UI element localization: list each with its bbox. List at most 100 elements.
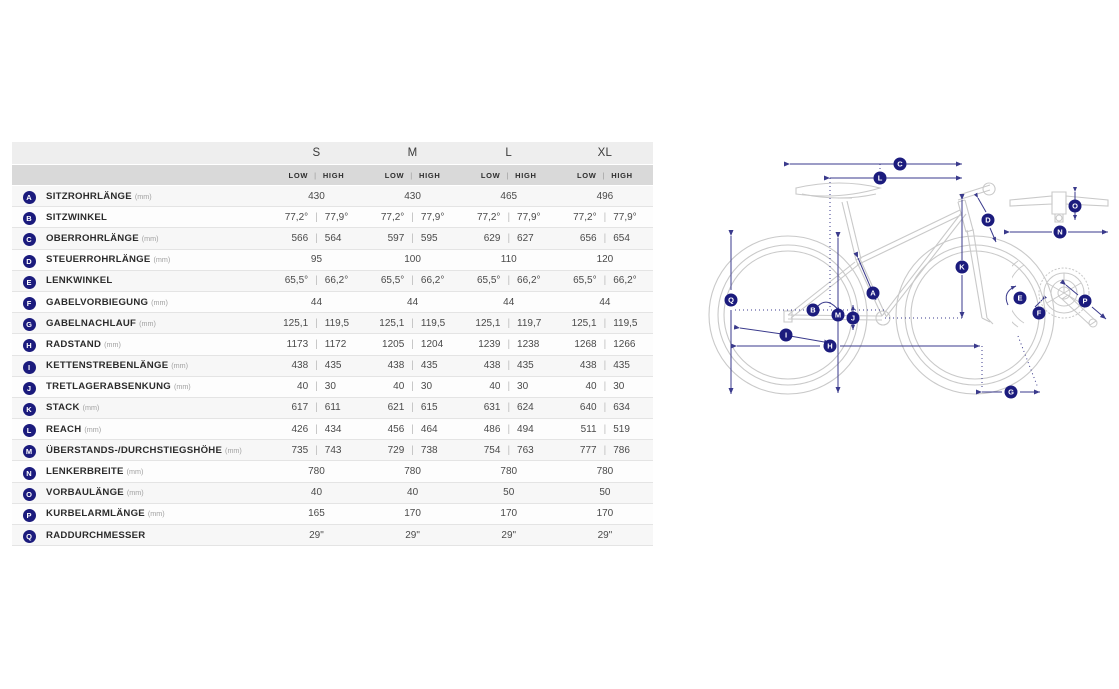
- value-cell: 465: [460, 184, 557, 208]
- value-high: 595: [420, 232, 438, 244]
- value-high: 624: [517, 402, 534, 414]
- marker-a: A: [866, 286, 880, 300]
- table-row: Q RADDURCHMESSER 29" 29" 29" 29": [12, 524, 653, 547]
- value-cell: 170: [460, 503, 557, 526]
- value-pair: 640 | 634: [569, 402, 642, 413]
- row-badge: Q: [22, 530, 36, 544]
- row-badge-cell: J: [12, 376, 47, 398]
- value-separator: |: [603, 360, 607, 372]
- row-badge-cell: C: [12, 227, 47, 250]
- value-cell: 1205 | 1204: [364, 333, 461, 356]
- value-single: 29": [405, 529, 420, 541]
- value-pair: 438 | 435: [280, 360, 353, 371]
- value-single: 40: [310, 487, 323, 499]
- value-high: 434: [324, 423, 342, 435]
- row-unit: (mm): [126, 488, 144, 498]
- value-cell: 65,5° | 66,2°: [556, 270, 653, 292]
- marker-h: H: [823, 339, 837, 353]
- value-high: 119,5: [613, 317, 638, 329]
- value-cell: 780: [460, 460, 557, 483]
- lowhigh-header-s: LOW | HIGH: [268, 164, 365, 186]
- row-badge: I: [22, 360, 36, 374]
- table-row: K STACK (mm) 617 | 611 621 | 615 631 | 624 640 | 634: [12, 397, 653, 420]
- value-cell: 511 | 519: [556, 418, 653, 441]
- svg-text:K: K: [959, 263, 965, 272]
- value-high: 611: [324, 402, 341, 414]
- value-pair: 617 | 611: [280, 402, 353, 413]
- value-high: 743: [324, 444, 342, 456]
- size-header-s: S: [268, 142, 365, 165]
- value-cell: 50: [460, 482, 557, 504]
- svg-text:N: N: [1057, 228, 1062, 237]
- value-separator: |: [411, 211, 414, 223]
- high-label: HIGH: [515, 170, 537, 180]
- row-label-cell: KETTENSTREBENLÄNGE (mm): [46, 355, 269, 377]
- value-single: 780: [500, 466, 518, 478]
- value-cell: 629 | 627: [460, 227, 557, 250]
- row-label-cell: ÜBERSTANDS-/DURCHSTIEGSHÖHE (mm): [46, 439, 269, 462]
- value-high: 66,2°: [613, 275, 637, 287]
- value-low: 629: [483, 232, 501, 244]
- marker-p: P: [1078, 294, 1092, 308]
- row-label: SITZROHRLÄNGE: [46, 190, 132, 202]
- value-low: 77,2°: [476, 211, 501, 223]
- value-cell: 170: [364, 503, 461, 526]
- value-single: 44: [310, 296, 323, 308]
- value-high: 66,2°: [420, 275, 445, 287]
- value-separator: |: [315, 275, 318, 287]
- value-cell: 44: [364, 291, 461, 314]
- table-row: L REACH (mm) 426 | 434 456 | 464 486 | 494 511 | 519: [12, 418, 653, 441]
- row-label: LENKWINKEL: [46, 275, 113, 287]
- value-single: 170: [596, 508, 614, 520]
- value-low: 65,5°: [380, 275, 405, 287]
- geometry-table-body: A SITZROHRLÄNGE (mm) 430 430 465 496 B SITZWINK…: [12, 184, 653, 547]
- row-badge-cell: H: [12, 333, 47, 356]
- low-label: LOW: [576, 170, 597, 180]
- value-separator: |: [315, 444, 318, 456]
- value-cell: 65,5° | 66,2°: [364, 270, 461, 292]
- table-row: H RADSTAND (mm) 1173 | 1172 1205 | 1204 1239 | 123…: [12, 333, 653, 356]
- value-cell: 125,1 | 119,5: [556, 312, 653, 335]
- row-unit: (mm): [82, 403, 100, 413]
- value-cell: 640 | 634: [556, 397, 653, 420]
- svg-text:G: G: [1008, 388, 1014, 397]
- value-cell: 77,2° | 77,9°: [364, 206, 461, 229]
- svg-text:O: O: [1072, 202, 1078, 211]
- value-low: 486: [483, 423, 501, 435]
- row-unit: (mm): [173, 382, 191, 392]
- value-high: 1266: [613, 338, 636, 350]
- value-low: 40: [393, 381, 405, 393]
- lowhigh-header-l: LOW | HIGH: [460, 164, 557, 186]
- diagram-marker-badges: C L D K A M B Q J I: [724, 157, 1046, 399]
- table-row: B SITZWINKEL 77,2° | 77,9° 77,2° | 77,9° 77,2° | 7…: [12, 206, 653, 229]
- row-label: GABELNACHLAUF: [46, 317, 137, 329]
- value-pair: 40 | 30: [472, 381, 545, 392]
- value-single: 29": [309, 529, 324, 541]
- value-cell: 754 | 763: [460, 439, 557, 462]
- handlebar-outline: [1009, 191, 1109, 223]
- value-separator: |: [411, 444, 414, 456]
- marker-f: F: [1032, 306, 1046, 320]
- value-high: 464: [420, 423, 438, 435]
- row-badge-cell: B: [12, 206, 47, 229]
- value-cell: 65,5° | 66,2°: [268, 270, 365, 292]
- row-label-cell: STACK (mm): [46, 397, 269, 420]
- value-low: 65,5°: [573, 275, 597, 287]
- lowhigh-separator: |: [314, 170, 317, 180]
- value-single: 110: [500, 254, 517, 266]
- size-header-l: L: [460, 142, 557, 165]
- value-pair: 1205 | 1204: [376, 339, 449, 350]
- value-cell: 40 | 30: [556, 376, 653, 398]
- svg-text:D: D: [985, 216, 991, 225]
- value-high: 435: [517, 360, 534, 372]
- value-separator: |: [603, 317, 607, 329]
- value-pair: 65,5° | 66,2°: [569, 275, 642, 286]
- row-label-cell: GABELNACHLAUF (mm): [46, 312, 269, 335]
- value-pair: 65,5° | 66,2°: [280, 275, 353, 286]
- value-high: 634: [613, 402, 630, 414]
- value-pair: 40 | 30: [569, 381, 642, 392]
- value-pair: 65,5° | 66,2°: [376, 275, 449, 286]
- value-pair: 486 | 494: [472, 424, 545, 435]
- value-high: 119,7: [517, 317, 542, 329]
- lowhigh-separator: |: [602, 170, 606, 180]
